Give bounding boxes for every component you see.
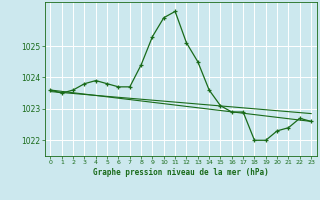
X-axis label: Graphe pression niveau de la mer (hPa): Graphe pression niveau de la mer (hPa) <box>93 168 269 177</box>
